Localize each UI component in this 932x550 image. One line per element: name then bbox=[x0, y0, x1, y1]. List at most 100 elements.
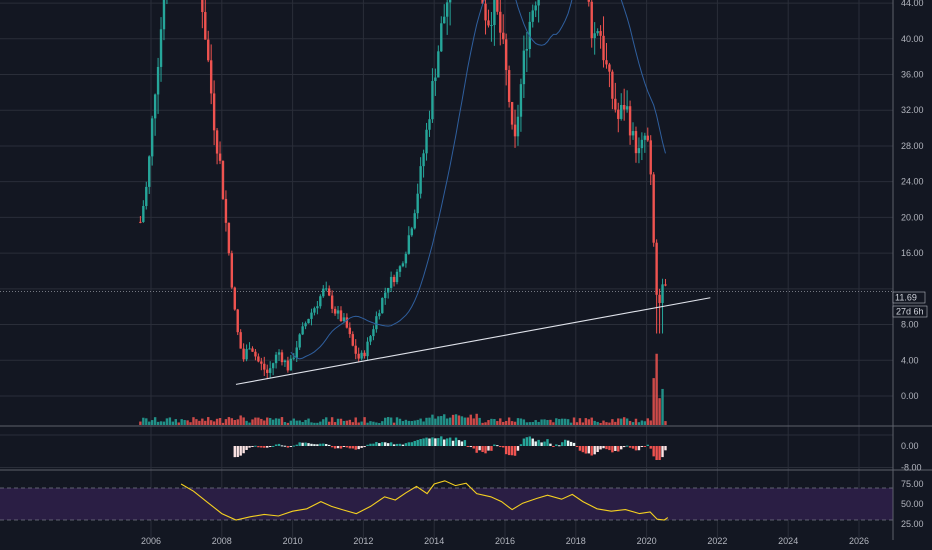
volume-bar bbox=[614, 421, 617, 425]
volume-bar bbox=[207, 417, 210, 425]
candle-body bbox=[631, 131, 635, 136]
macd-bar bbox=[502, 446, 505, 448]
macd-bar bbox=[445, 438, 449, 446]
trendline[interactable] bbox=[235, 297, 711, 385]
macd-bar bbox=[401, 444, 405, 446]
volume-bar bbox=[469, 414, 472, 425]
volume-bar bbox=[596, 421, 599, 425]
macd-bar bbox=[566, 440, 570, 446]
macd-bar bbox=[661, 446, 664, 458]
volume-bar bbox=[316, 422, 319, 425]
macd-bar bbox=[620, 446, 623, 450]
volume-bar bbox=[274, 418, 278, 425]
macd-bar bbox=[643, 446, 647, 447]
macd-bar bbox=[342, 446, 346, 447]
volume-bar bbox=[221, 422, 225, 425]
time-tick-label: 2016 bbox=[495, 536, 515, 546]
volume-bar bbox=[605, 422, 608, 425]
macd-bar bbox=[369, 443, 372, 446]
volume-bar bbox=[242, 417, 245, 425]
macd-bar bbox=[437, 438, 440, 446]
candle-body bbox=[336, 310, 340, 314]
macd-bar bbox=[593, 446, 596, 455]
candle-body bbox=[392, 276, 396, 283]
candle-body bbox=[440, 23, 443, 52]
volume-bar bbox=[372, 421, 375, 425]
volume-bar bbox=[602, 420, 605, 425]
candle-body bbox=[637, 148, 641, 154]
candle-body bbox=[395, 271, 399, 283]
candle-body bbox=[525, 48, 529, 51]
candle-body bbox=[398, 266, 402, 272]
macd-bar bbox=[664, 446, 667, 451]
candle-body bbox=[139, 221, 142, 223]
macd-bar bbox=[283, 445, 287, 447]
candle-body bbox=[363, 352, 366, 357]
candle-body bbox=[298, 334, 301, 348]
candle-body bbox=[148, 156, 151, 187]
volume-bar bbox=[537, 421, 540, 425]
volume-bar bbox=[416, 419, 419, 425]
candle-body bbox=[351, 334, 354, 346]
last-price-box bbox=[892, 291, 926, 304]
price-axis[interactable]: 60.0056.0052.0048.0044.0040.0036.0032.00… bbox=[901, 0, 924, 529]
macd-bar bbox=[327, 444, 331, 446]
time-tick-label: 2020 bbox=[637, 536, 657, 546]
candle-body bbox=[322, 288, 325, 297]
countdown-label: 27d 6h bbox=[896, 307, 924, 317]
candle-body bbox=[534, 5, 537, 11]
sma-path bbox=[290, 0, 666, 360]
candle-body bbox=[354, 345, 357, 354]
trendline-segment[interactable] bbox=[235, 297, 711, 385]
macd-bar bbox=[422, 438, 425, 446]
volume-bar bbox=[425, 417, 428, 425]
candle-body bbox=[369, 336, 372, 342]
volume-bar bbox=[177, 422, 180, 425]
time-tick-label: 2010 bbox=[283, 536, 303, 546]
volume-bar bbox=[563, 418, 567, 425]
candle-body bbox=[153, 94, 157, 119]
candle-body bbox=[357, 353, 360, 359]
candle-body bbox=[381, 297, 384, 314]
volume-bar bbox=[431, 414, 434, 425]
volume-bar bbox=[622, 417, 626, 425]
candle-body bbox=[519, 84, 523, 117]
candle-body bbox=[516, 116, 520, 137]
volume-bar bbox=[445, 418, 449, 425]
macd-bar bbox=[395, 443, 399, 446]
candle-body bbox=[150, 118, 154, 157]
macd-bar bbox=[558, 445, 561, 447]
macd-bar bbox=[233, 446, 236, 458]
volume-bar bbox=[336, 418, 340, 425]
macd-bar bbox=[537, 439, 540, 446]
volume-bar bbox=[145, 418, 148, 425]
macd-histogram bbox=[233, 436, 667, 460]
candle-body bbox=[640, 139, 644, 149]
volume-bar bbox=[386, 417, 390, 425]
volume-bar bbox=[443, 414, 446, 425]
volume-bar bbox=[428, 417, 431, 425]
candle-body bbox=[280, 352, 284, 363]
time-axis[interactable]: 2006 2008 2010 2012 2014 2016 2018 2020 2022 2024… bbox=[141, 536, 869, 546]
macd-bar bbox=[599, 446, 602, 450]
macd-bar bbox=[608, 446, 611, 451]
macd-bar bbox=[649, 446, 652, 449]
volume-bar bbox=[457, 415, 461, 425]
volume-bar bbox=[195, 419, 198, 425]
price-tick-label: 32.00 bbox=[901, 105, 924, 115]
volume-bar bbox=[410, 421, 413, 425]
time-tick-label: 2006 bbox=[141, 536, 161, 546]
candle-body bbox=[422, 153, 425, 167]
candle-body bbox=[443, 16, 446, 24]
volume-bar bbox=[209, 420, 213, 425]
macd-bar bbox=[428, 438, 431, 446]
volume-bar bbox=[389, 417, 393, 425]
macd-bar bbox=[563, 439, 567, 446]
macd-bar bbox=[640, 446, 644, 447]
macd-bar bbox=[392, 444, 396, 446]
volume-bar bbox=[153, 417, 157, 425]
candle-body bbox=[484, 3, 487, 21]
macd-bar bbox=[319, 443, 322, 446]
